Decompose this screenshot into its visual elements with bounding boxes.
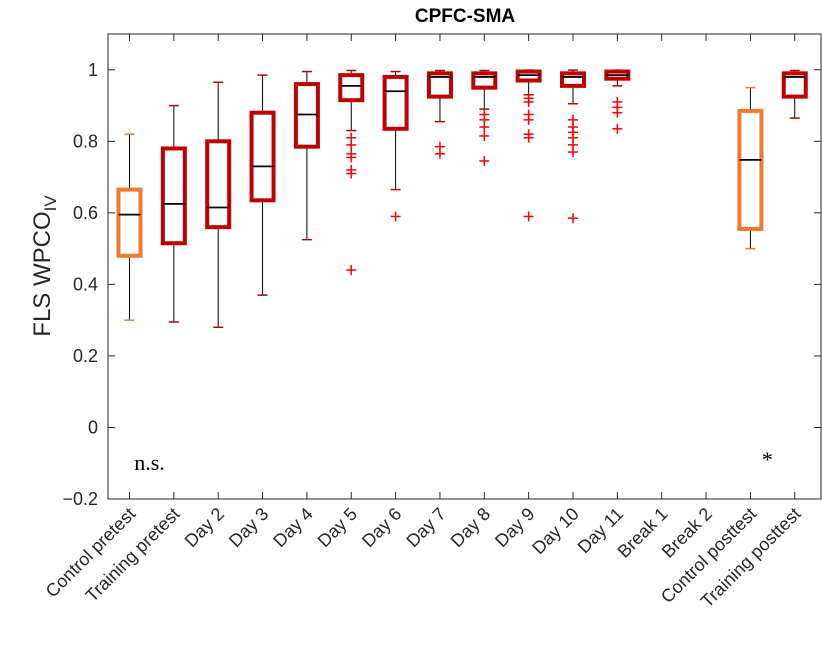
box-iqr [426, 71, 453, 99]
box-group [382, 70, 409, 222]
outlier-marker [346, 164, 357, 175]
box-group [160, 104, 187, 323]
x-tick-label: Day 7 [402, 504, 449, 551]
box-iqr [160, 146, 187, 246]
outlier-marker [523, 211, 534, 222]
box-group [781, 69, 808, 119]
outlier-marker [523, 93, 534, 104]
box-group [293, 70, 320, 241]
y-tick-label: 0.4 [73, 274, 98, 294]
box-iqr [737, 108, 764, 231]
y-axis-label: FLS WPCOIV [29, 195, 60, 337]
box-group [205, 81, 232, 329]
outlier-marker [612, 96, 623, 107]
outlier-marker [479, 130, 490, 141]
y-tick-label: −0.2 [62, 489, 98, 509]
box-group [426, 69, 453, 159]
y-axis-label-main: FLS WPCO [29, 211, 56, 336]
outlier-marker [434, 141, 445, 152]
annotations: n.s. * [134, 447, 773, 475]
box-iqr [781, 71, 808, 99]
outlier-marker [390, 211, 401, 222]
box-iqr [116, 187, 143, 258]
x-tick-label: Day 4 [269, 504, 316, 551]
box-iqr [338, 73, 365, 103]
box-iqr [249, 110, 276, 203]
chart-title: CPFC-SMA [415, 6, 516, 27]
annotation-ns: n.s. [134, 450, 165, 475]
outlier-marker [346, 265, 357, 276]
outlier-marker [523, 109, 534, 120]
y-axis-label-subscript: IV [41, 195, 60, 212]
outlier-marker [346, 132, 357, 143]
y-tick-label: 0.6 [73, 203, 98, 223]
box-group [560, 69, 586, 224]
x-tick-label: Day 5 [314, 504, 361, 551]
box-iqr [205, 139, 232, 230]
box-group [515, 69, 542, 222]
box-iqr [560, 71, 586, 88]
y-axis: −0.2 0 0.2 0.4 0.6 0.8 1 [62, 60, 821, 509]
outlier-marker [523, 129, 534, 140]
outlier-marker [568, 114, 578, 125]
x-tick-label: Day 2 [181, 504, 228, 551]
y-tick-label: 0 [88, 417, 98, 437]
box-group [338, 69, 365, 276]
box-group [116, 133, 143, 321]
y-tick-label: 0.8 [73, 131, 98, 151]
outlier-marker [612, 123, 623, 134]
y-tick-label: 0.2 [73, 346, 98, 366]
box-group [737, 86, 764, 250]
box-iqr [471, 71, 498, 90]
box-group [471, 69, 498, 166]
x-tick-label: Day 10 [528, 504, 582, 558]
box-series [116, 69, 808, 329]
outlier-marker [479, 155, 490, 166]
box-group [604, 69, 631, 134]
x-tick-label: Day 6 [358, 504, 405, 551]
plot-frame [107, 33, 822, 500]
x-tick-label: Day 8 [447, 504, 494, 551]
outlier-marker [568, 213, 578, 224]
x-tick-label: Day 3 [225, 504, 272, 551]
annotation-significance: * [762, 447, 773, 472]
outlier-marker [479, 109, 490, 120]
box-group [249, 74, 276, 296]
outlier-marker [346, 148, 357, 159]
box-iqr [382, 74, 409, 131]
y-tick-label: 1 [88, 60, 98, 80]
